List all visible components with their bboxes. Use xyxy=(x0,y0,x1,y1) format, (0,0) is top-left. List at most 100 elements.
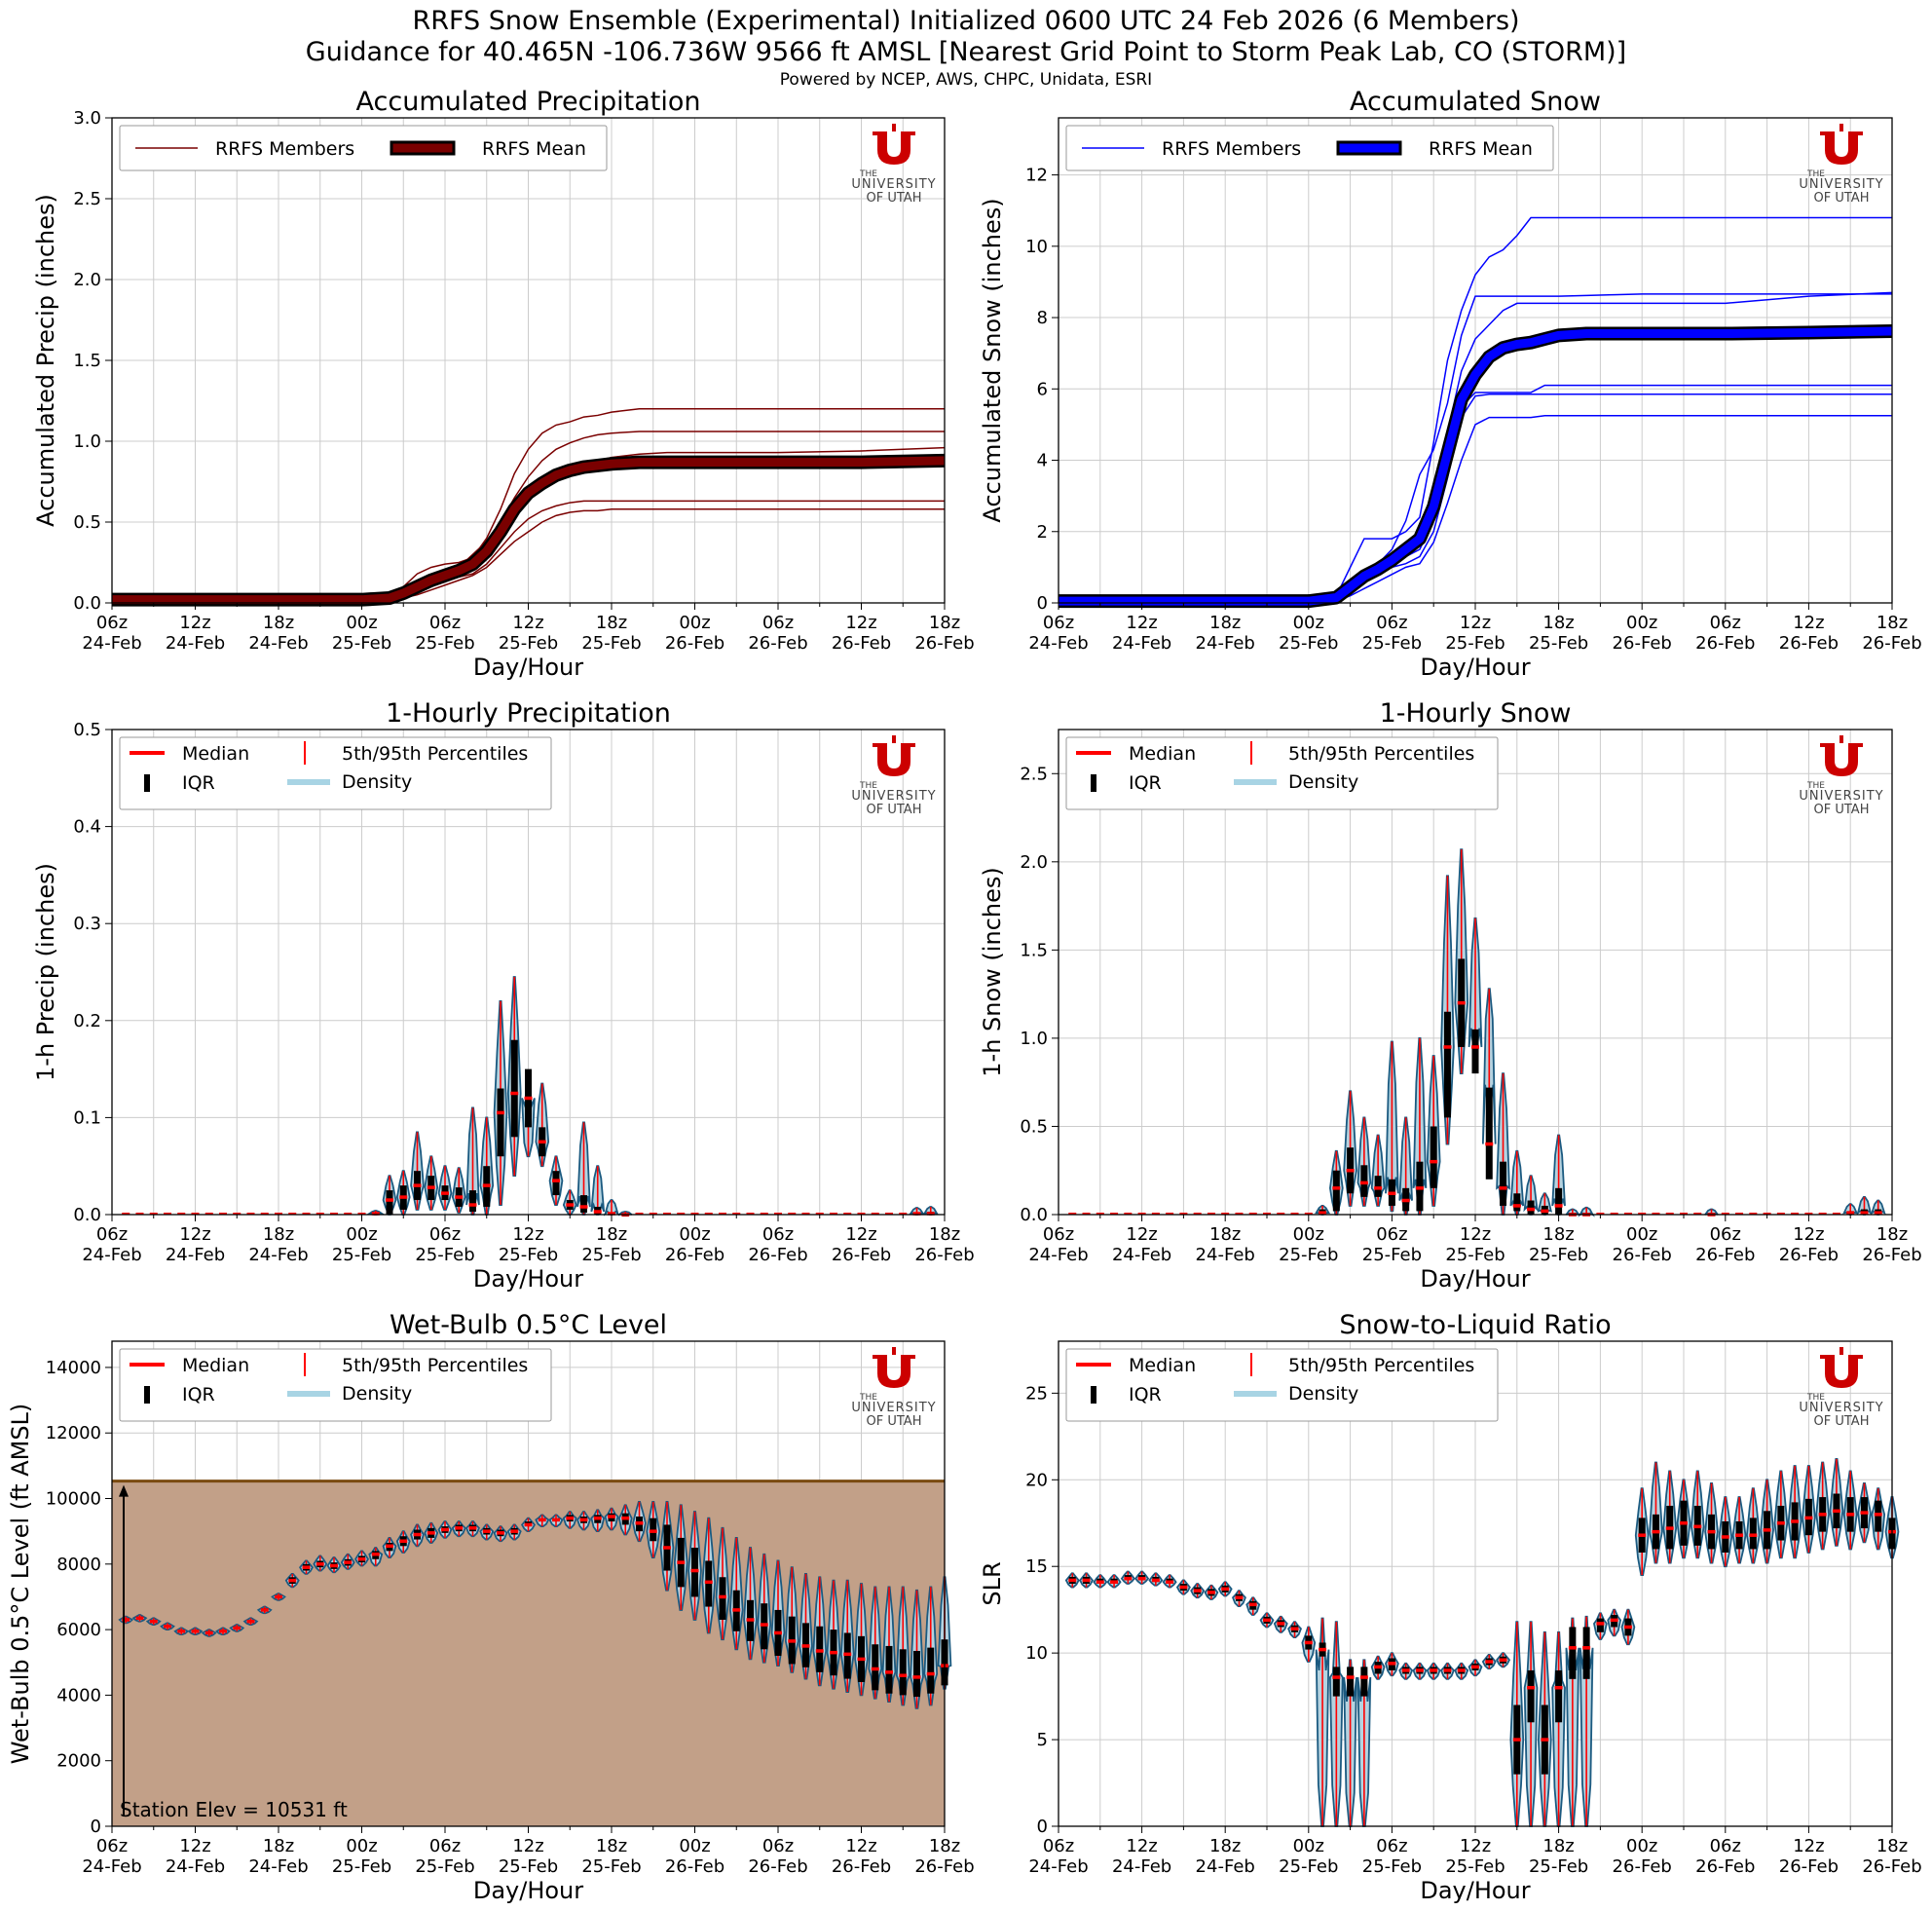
violin xyxy=(229,1624,245,1632)
violin xyxy=(521,1068,536,1158)
violin xyxy=(1870,1199,1886,1216)
violin xyxy=(922,1206,940,1216)
logo-of-utah-text: OF UTAH xyxy=(1814,803,1870,817)
x-tick-label-day: 26-Feb xyxy=(665,1856,724,1877)
x-tick-label-day: 26-Feb xyxy=(1695,633,1755,654)
x-tick-label-hour: 18z xyxy=(1209,613,1241,633)
panel-title: Accumulated Precipitation xyxy=(356,87,701,117)
violin xyxy=(1148,1572,1164,1587)
violin xyxy=(1398,1116,1413,1216)
y-tick-label: 2000 xyxy=(56,1751,101,1772)
y-tick-label: 1.0 xyxy=(1020,1029,1048,1049)
legend-iqr-swatch xyxy=(144,774,150,792)
violin xyxy=(340,1553,355,1570)
violin xyxy=(1454,1662,1469,1680)
y-tick-label: 25 xyxy=(1025,1383,1048,1404)
violin xyxy=(757,1553,772,1664)
x-tick-label-hour: 18z xyxy=(1876,1224,1908,1245)
violin xyxy=(437,1165,453,1211)
violin xyxy=(284,1573,300,1589)
logo-of-utah-text: OF UTAH xyxy=(867,191,922,206)
x-tick-label-day: 24-Feb xyxy=(248,1245,308,1265)
x-tick-label-hour: 06z xyxy=(96,613,128,633)
x-tick-label-day: 24-Feb xyxy=(1028,633,1088,654)
violin xyxy=(1746,1487,1761,1564)
x-tick-label-hour: 06z xyxy=(1043,1224,1074,1245)
legend: Median 5th/95th Percentiles IQR Density xyxy=(1065,736,1499,810)
logo-of-utah-text: OF UTAH xyxy=(1814,191,1870,206)
x-tick-label-day: 25-Feb xyxy=(332,1245,391,1265)
violin xyxy=(1481,988,1497,1180)
y-tick-label: 20 xyxy=(1025,1470,1048,1490)
logo-university-text: UNIVERSITY xyxy=(1799,789,1883,804)
x-tick-label-hour: 06z xyxy=(1710,613,1741,633)
legend-median-label: Median xyxy=(1129,743,1196,765)
iqr-box xyxy=(1332,1170,1340,1212)
y-tick-label: 2 xyxy=(1037,522,1048,543)
violin xyxy=(868,1586,883,1700)
x-tick-label-hour: 12z xyxy=(1793,1224,1824,1245)
violin xyxy=(326,1556,342,1574)
x-axis-label: Day/Hour xyxy=(1420,1265,1530,1293)
logo-feather-icon xyxy=(892,1347,896,1355)
x-axis-label: Day/Hour xyxy=(473,654,583,681)
iqr-box xyxy=(913,1650,920,1698)
legend-mean-swatch xyxy=(1336,140,1402,156)
x-tick-label-hour: 12z xyxy=(1793,613,1824,633)
x-tick-label-hour: 06z xyxy=(762,1224,794,1245)
y-axis: 0 5 10 15 20 25 SLR xyxy=(979,1383,1059,1837)
y-tick-label: 6000 xyxy=(56,1620,101,1640)
violin xyxy=(1690,1470,1705,1559)
violin xyxy=(881,1586,897,1704)
violin xyxy=(131,1614,148,1623)
legend-percentiles-label: 5th/95th Percentiles xyxy=(342,1355,528,1376)
x-tick-label-day: 26-Feb xyxy=(748,633,807,654)
x-tick-label-day: 26-Feb xyxy=(832,1245,891,1265)
x-tick-label-hour: 06z xyxy=(429,1836,461,1856)
x-tick-label-day: 24-Feb xyxy=(1112,1245,1171,1265)
x-tick-label-day: 25-Feb xyxy=(1445,1245,1505,1265)
x-tick-label-hour: 06z xyxy=(96,1224,128,1245)
x-tick-label-day: 24-Feb xyxy=(166,1245,225,1265)
violin xyxy=(187,1627,204,1636)
x-tick-label-day: 25-Feb xyxy=(1279,633,1338,654)
x-tick-label-day: 26-Feb xyxy=(832,633,891,654)
x-tick-label-hour: 06z xyxy=(762,1836,794,1856)
violin xyxy=(215,1627,231,1636)
violin xyxy=(673,1504,688,1611)
iqr-box xyxy=(497,1088,504,1157)
y-axis: 0.0 0.5 1.0 1.5 2.0 2.5 1-h Snow (inches) xyxy=(979,764,1059,1225)
x-tick-label-day: 26-Feb xyxy=(914,633,974,654)
x-tick-label-day: 25-Feb xyxy=(581,633,641,654)
x-tick-label-day: 26-Feb xyxy=(832,1856,891,1877)
iqr-box xyxy=(1596,1618,1604,1632)
block-u-icon xyxy=(1820,131,1863,165)
violin xyxy=(1329,1149,1344,1216)
violin xyxy=(1301,1626,1317,1663)
x-axis: 06z24-Feb12z24-Feb18z24-Feb00z25-Feb06z2… xyxy=(1028,603,1922,681)
x-tick-label-hour: 00z xyxy=(1293,1836,1324,1856)
panel-title: Snow-to-Liquid Ratio xyxy=(1339,1310,1611,1340)
violin xyxy=(1232,1590,1246,1608)
iqr-box xyxy=(469,1190,476,1213)
logo-feather-icon xyxy=(1839,124,1843,131)
violins xyxy=(366,976,940,1217)
violin xyxy=(895,1586,910,1706)
x-axis: 06z24-Feb12z24-Feb18z24-Feb00z25-Feb06z2… xyxy=(82,603,975,681)
violin xyxy=(617,1504,633,1536)
iqr-box xyxy=(386,1190,393,1215)
violin xyxy=(298,1559,315,1575)
violin xyxy=(1175,1579,1191,1595)
violin xyxy=(493,999,508,1206)
x-tick-label-day: 26-Feb xyxy=(914,1856,974,1877)
x-tick-label-hour: 18z xyxy=(1542,613,1574,633)
x-tick-label-day: 24-Feb xyxy=(1112,633,1171,654)
y-axis-label: Wet-Bulb 0.5°C Level (ft AMSL) xyxy=(7,1404,34,1765)
logo-university-text: UNIVERSITY xyxy=(851,789,936,804)
block-u-icon xyxy=(1820,1355,1863,1388)
legend-box xyxy=(1065,125,1554,171)
x-axis-label: Day/Hour xyxy=(1420,1877,1530,1904)
